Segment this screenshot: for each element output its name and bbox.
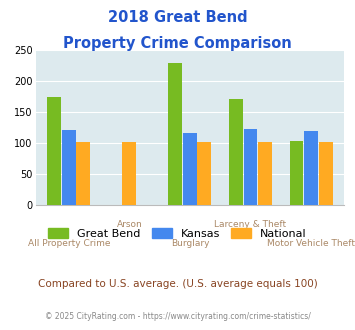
Text: © 2025 CityRating.com - https://www.cityrating.com/crime-statistics/: © 2025 CityRating.com - https://www.city… [45,312,310,321]
Bar [62,130,76,205]
Bar [197,142,212,205]
Text: 2018 Great Bend: 2018 Great Bend [108,10,247,25]
Bar [183,133,197,205]
Bar [76,142,90,205]
Text: Property Crime Comparison: Property Crime Comparison [63,36,292,51]
Bar [258,142,272,205]
Text: All Property Crime: All Property Crime [28,239,110,248]
Bar [229,99,243,205]
Bar [319,142,333,205]
Bar [122,142,136,205]
Text: Larceny & Theft: Larceny & Theft [214,220,286,229]
Bar [304,131,318,205]
Text: Burglary: Burglary [171,239,209,248]
Bar [290,141,304,205]
Legend: Great Bend, Kansas, National: Great Bend, Kansas, National [44,223,311,243]
Bar [168,62,182,205]
Text: Motor Vehicle Theft: Motor Vehicle Theft [267,239,355,248]
Text: Arson: Arson [116,220,142,229]
Text: Compared to U.S. average. (U.S. average equals 100): Compared to U.S. average. (U.S. average … [38,279,317,289]
Bar [244,129,257,205]
Bar [47,97,61,205]
